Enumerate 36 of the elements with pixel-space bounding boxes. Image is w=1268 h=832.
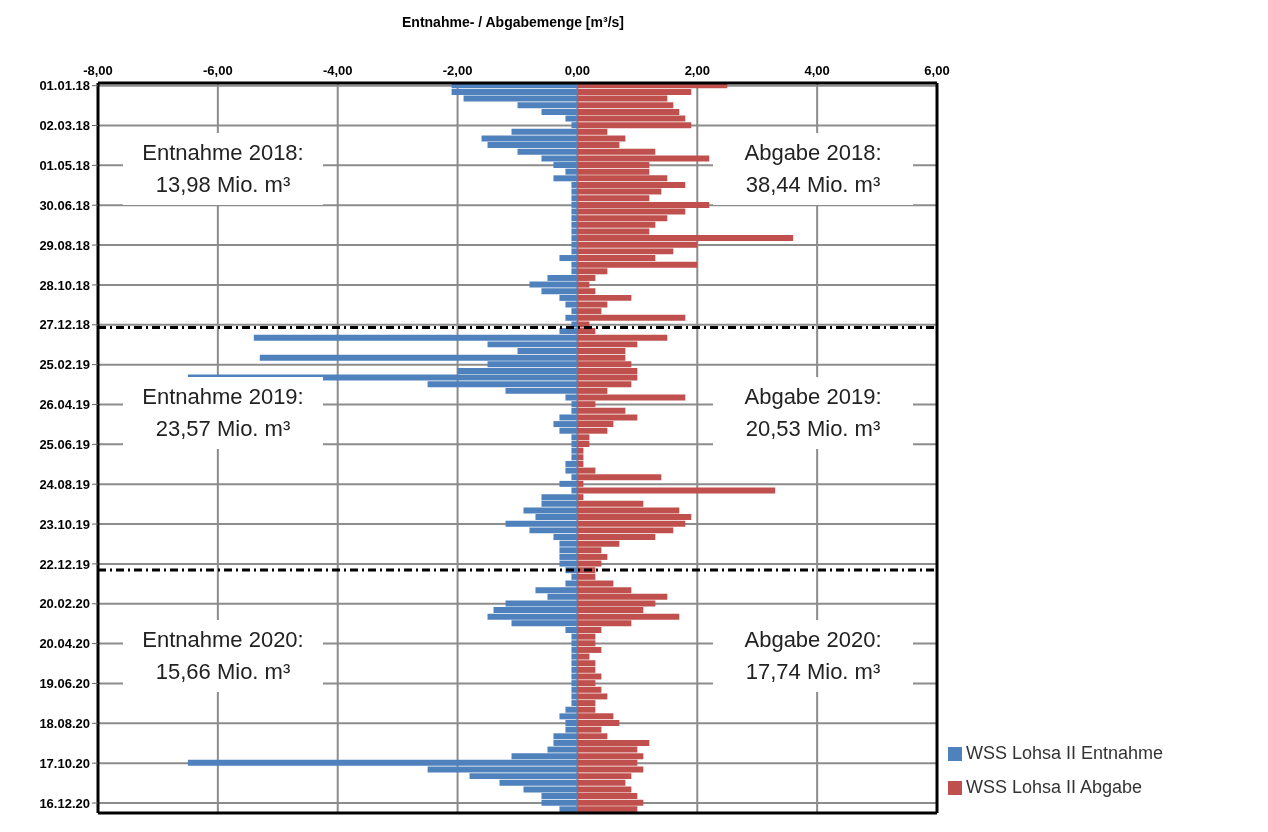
- y-tick-label: 17.10.20: [39, 755, 90, 771]
- annotation-box: Abgabe 2020: 17,74 Mio. m³: [713, 620, 913, 693]
- y-tick-label: 02.03.18: [39, 118, 90, 134]
- y-tick-label: 16.12.20: [39, 795, 90, 811]
- y-tick-label: 25.06.19: [39, 436, 90, 452]
- y-tick-label: 24.08.19: [39, 476, 90, 492]
- x-tick-label: 2,00: [684, 63, 710, 78]
- annotation-box: Abgabe 2018: 38,44 Mio. m³: [713, 133, 913, 205]
- x-tick-label: 4,00: [804, 63, 830, 78]
- x-tick-label: -2,00: [442, 63, 473, 78]
- legend-label: WSS Lohsa II Abgabe: [966, 777, 1143, 797]
- y-tick-label: 18.08.20: [39, 715, 90, 731]
- y-tick-label: 23.10.19: [39, 516, 90, 532]
- legend-label: WSS Lohsa II Entnahme: [966, 743, 1164, 763]
- x-tick-label: 6,00: [924, 63, 950, 78]
- y-tick-label: 01.05.18: [39, 157, 90, 173]
- x-tick-label: -6,00: [203, 63, 233, 78]
- y-tick-label: 20.04.20: [39, 636, 90, 652]
- y-tick-label: 20.02.20: [39, 596, 90, 612]
- x-tick-label: -4,00: [322, 63, 353, 78]
- annotation-box: Entnahme 2020: 15,66 Mio. m³: [123, 620, 323, 693]
- y-tick-label: 25.02.19: [39, 357, 90, 373]
- y-tick-label: 28.10.18: [39, 277, 90, 293]
- y-tick-label: 30.06.18: [39, 197, 90, 213]
- x-tick-label: -8,00: [83, 63, 113, 78]
- y-tick-label: 26.04.19: [39, 397, 90, 413]
- y-tick-label: 27.12.18: [39, 317, 90, 333]
- x-axis-title: Entnahme- / Abgabemenge [m³/s]: [401, 14, 625, 30]
- y-tick-label: 22.12.19: [39, 556, 90, 572]
- annotation-box: Entnahme 2018: 13,98 Mio. m³: [123, 133, 323, 205]
- y-tick-label: 19.06.20: [39, 676, 90, 692]
- y-tick-label: 29.08.18: [39, 237, 90, 253]
- y-tick-label: 01.01.18: [39, 78, 90, 94]
- x-tick-label: 0,00: [564, 63, 591, 78]
- annotation-box: Abgabe 2019: 20,53 Mio. m³: [713, 376, 913, 449]
- annotation-box: Entnahme 2019: 23,57 Mio. m³: [123, 376, 323, 449]
